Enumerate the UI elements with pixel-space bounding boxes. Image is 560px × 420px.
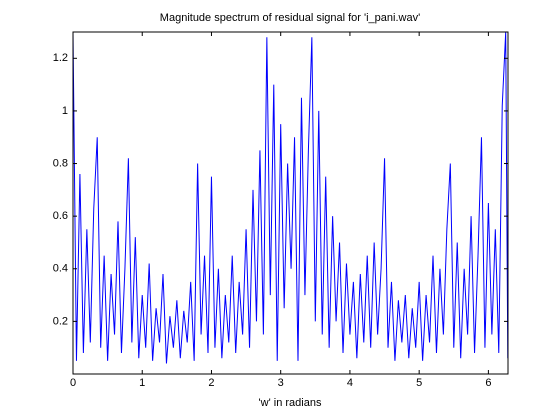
data-line <box>73 32 508 364</box>
y-tick-label: 1.2 <box>53 52 68 64</box>
x-tick-label: 6 <box>485 377 491 389</box>
axes-box <box>72 31 509 375</box>
y-tick-label: 0.8 <box>53 157 68 169</box>
x-axis-label: 'w' in radians <box>259 397 322 409</box>
x-tick-label: 2 <box>208 377 214 389</box>
x-tick-label: 0 <box>70 377 76 389</box>
y-tick-label: 1 <box>62 105 68 117</box>
x-tick-label: 4 <box>347 377 353 389</box>
y-tick-label: 0.2 <box>53 315 68 327</box>
x-tick-label: 3 <box>278 377 284 389</box>
x-tick-label: 5 <box>416 377 422 389</box>
x-tick-label: 1 <box>139 377 145 389</box>
chart-title: Magnitude spectrum of residual signal fo… <box>160 12 420 24</box>
y-tick-label: 0.6 <box>53 210 68 222</box>
y-tick-label: 0.4 <box>53 263 68 275</box>
